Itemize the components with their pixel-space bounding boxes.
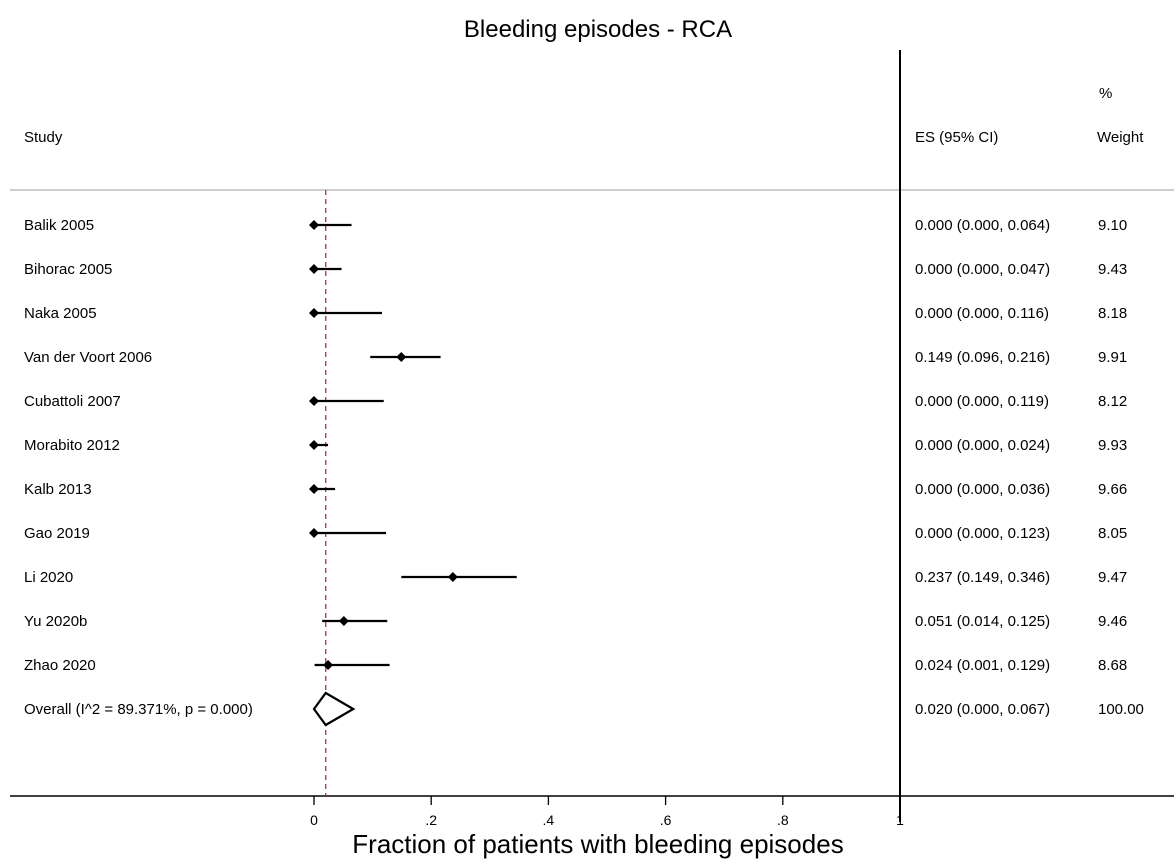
study-label: Gao 2019 [24, 525, 90, 542]
study-row: Naka 2005 0.000 (0.000, 0.116) 8.18 [24, 305, 1127, 322]
x-tick-label: .8 [777, 812, 789, 828]
study-label: Van der Voort 2006 [24, 349, 152, 366]
es-ci-value: 0.000 (0.000, 0.123) [915, 525, 1050, 542]
weight-value: 8.68 [1098, 657, 1127, 674]
x-tick-label: 1 [896, 812, 904, 828]
study-label: Kalb 2013 [24, 481, 92, 498]
weight-value: 9.10 [1098, 217, 1127, 234]
weight-value: 8.12 [1098, 393, 1127, 410]
point-estimate-marker [338, 616, 349, 626]
es-ci-value: 0.000 (0.000, 0.047) [915, 261, 1050, 278]
weight-value: 9.93 [1098, 437, 1127, 454]
x-tick-label: .6 [660, 812, 672, 828]
x-axis-label: Fraction of patients with bleeding episo… [352, 829, 843, 859]
point-estimate-marker [309, 484, 319, 494]
weight-value: 9.91 [1098, 349, 1127, 366]
es-ci-value: 0.237 (0.149, 0.346) [915, 569, 1050, 586]
header-weight-percent: % [1099, 85, 1112, 102]
study-row: Gao 2019 0.000 (0.000, 0.123) 8.05 [24, 525, 1127, 542]
study-label: Zhao 2020 [24, 657, 96, 674]
study-row: Balik 2005 0.000 (0.000, 0.064) 9.10 [24, 217, 1127, 234]
overall-diamond [312, 691, 356, 727]
overall-es-ci-value: 0.020 (0.000, 0.067) [915, 701, 1050, 718]
point-estimate-marker [309, 308, 319, 318]
study-label: Li 2020 [24, 569, 73, 586]
point-estimate-marker [447, 572, 458, 582]
study-label: Cubattoli 2007 [24, 393, 121, 410]
es-ci-value: 0.000 (0.000, 0.064) [915, 217, 1050, 234]
es-ci-value: 0.149 (0.096, 0.216) [915, 349, 1050, 366]
weight-value: 8.05 [1098, 525, 1127, 542]
study-label: Morabito 2012 [24, 437, 120, 454]
header-weight: Weight [1097, 129, 1144, 146]
weight-value: 8.18 [1098, 305, 1127, 322]
point-estimate-marker [323, 660, 334, 670]
study-label: Bihorac 2005 [24, 261, 112, 278]
study-row: Li 2020 0.237 (0.149, 0.346) 9.47 [24, 569, 1127, 586]
overall-label: Overall (I^2 = 89.371%, p = 0.000) [24, 701, 253, 718]
study-row: Bihorac 2005 0.000 (0.000, 0.047) 9.43 [24, 261, 1127, 278]
study-row: Yu 2020b 0.051 (0.014, 0.125) 9.46 [24, 613, 1127, 630]
study-label: Naka 2005 [24, 305, 97, 322]
point-estimate-marker [309, 220, 319, 230]
es-ci-value: 0.024 (0.001, 0.129) [915, 657, 1050, 674]
study-row: Van der Voort 2006 0.149 (0.096, 0.216) 9.… [24, 349, 1127, 366]
weight-value: 9.43 [1098, 261, 1127, 278]
header-es: ES (95% CI) [915, 129, 998, 146]
point-estimate-marker [309, 396, 319, 406]
x-tick-label: .4 [543, 812, 555, 828]
es-ci-value: 0.000 (0.000, 0.024) [915, 437, 1050, 454]
point-estimate-marker [309, 440, 319, 450]
es-ci-value: 0.000 (0.000, 0.036) [915, 481, 1050, 498]
weight-value: 9.47 [1098, 569, 1127, 586]
overall-row: Overall (I^2 = 89.371%, p = 0.000) 0.020 … [24, 691, 1144, 727]
point-estimate-marker [309, 264, 319, 274]
study-row: Cubattoli 2007 0.000 (0.000, 0.119) 8.12 [24, 393, 1127, 410]
point-estimate-marker [309, 528, 319, 538]
weight-value: 9.46 [1098, 613, 1127, 630]
study-label: Yu 2020b [24, 613, 87, 630]
overall-weight-value: 100.00 [1098, 701, 1144, 718]
header-study: Study [24, 129, 63, 146]
study-label: Balik 2005 [24, 217, 94, 234]
study-row: Zhao 2020 0.024 (0.001, 0.129) 8.68 [24, 657, 1127, 674]
study-row: Morabito 2012 0.000 (0.000, 0.024) 9.93 [24, 437, 1127, 454]
es-ci-value: 0.051 (0.014, 0.125) [915, 613, 1050, 630]
x-tick-label: 0 [310, 812, 318, 828]
es-ci-value: 0.000 (0.000, 0.119) [915, 393, 1049, 410]
es-ci-value: 0.000 (0.000, 0.116) [915, 305, 1049, 322]
chart-title: Bleeding episodes - RCA [464, 16, 732, 43]
weight-value: 9.66 [1098, 481, 1127, 498]
x-tick-label: .2 [425, 812, 437, 828]
point-estimate-marker [396, 352, 407, 362]
study-row: Kalb 2013 0.000 (0.000, 0.036) 9.66 [24, 481, 1127, 498]
